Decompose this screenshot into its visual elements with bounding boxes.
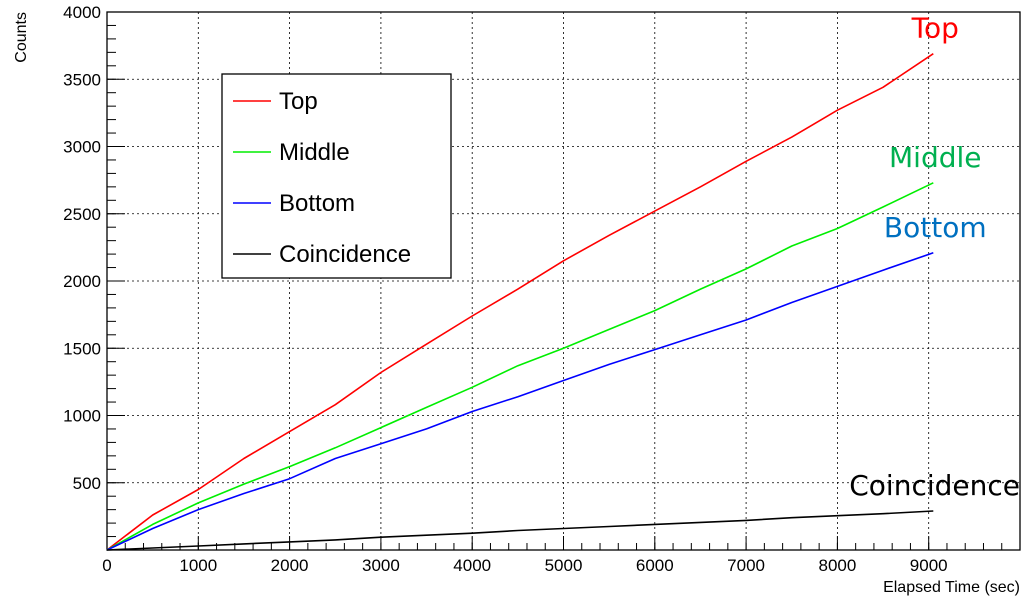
legend-label-coincidence: Coincidence — [279, 241, 411, 268]
y-tick-label: 1000 — [63, 407, 101, 426]
y-tick-label: 3500 — [63, 70, 101, 89]
x-ticks: 0 1000 2000 3000 4000 5000 6000 7000 8000 9000 — [102, 536, 1021, 575]
x-tick-label: 4000 — [453, 556, 491, 575]
series-line-top — [106, 53, 934, 551]
series-line-bottom — [106, 252, 934, 551]
legend-label-middle: Middle — [279, 139, 350, 166]
legend: Top Middle Bottom Coincidence — [221, 73, 452, 279]
x-tick-label: 5000 — [545, 556, 583, 575]
x-axis-title: Elapsed Time (sec) — [883, 579, 1020, 596]
x-tick-label: 9000 — [910, 556, 948, 575]
x-tick-label: 8000 — [818, 556, 856, 575]
x-tick-label: 7000 — [727, 556, 765, 575]
y-tick-label: 2000 — [63, 272, 101, 291]
legend-box — [221, 73, 452, 279]
y-tick-label: 2500 — [63, 205, 101, 224]
x-tick-label: 3000 — [362, 556, 400, 575]
annotation-coincidence: Coincidence — [849, 469, 1020, 502]
annotation-bottom: Bottom — [884, 211, 987, 244]
y-tick-label: 3000 — [63, 138, 101, 157]
series-group — [106, 53, 934, 551]
legend-label-top: Top — [279, 88, 318, 115]
series-line-coincidence — [106, 510, 934, 551]
x-tick-label: 0 — [102, 556, 111, 575]
y-tick-label: 500 — [73, 474, 101, 493]
x-tick-label: 2000 — [271, 556, 309, 575]
y-ticks: 500 1000 1500 2000 2500 3000 3500 4000 — [63, 3, 125, 551]
series-line-middle — [106, 182, 934, 551]
x-tick-label: 1000 — [179, 556, 217, 575]
x-tick-label: 6000 — [636, 556, 674, 575]
annotation-middle: Middle — [889, 141, 982, 174]
annotations: Top Middle Bottom Coincidence — [849, 12, 1020, 502]
legend-label-bottom: Bottom — [279, 190, 355, 217]
y-axis-title: Counts — [13, 12, 30, 63]
y-tick-label: 4000 — [63, 3, 101, 22]
y-tick-label: 1500 — [63, 339, 101, 358]
annotation-top: Top — [911, 12, 959, 45]
